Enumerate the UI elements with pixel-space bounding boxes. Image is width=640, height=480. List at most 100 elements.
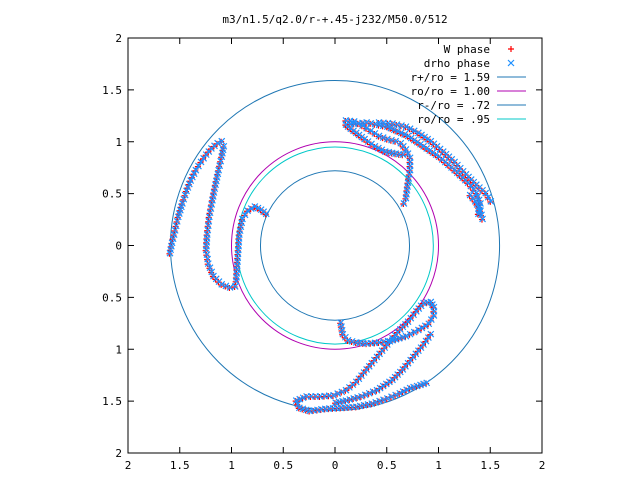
drho-phase-point [413,138,421,146]
drho-phase-point [414,326,422,334]
y-tick-label: 0.5 [102,188,122,201]
drho-phase-point [359,122,366,130]
x-tick-label: 0.5 [377,459,397,472]
drho-phase-point [371,129,379,137]
drho-phase-point [394,127,402,135]
drho-phase-point [376,397,384,405]
y-tick-label: 1.5 [102,395,122,408]
drho-phase-point [218,137,226,145]
drho-phase-point [414,129,422,137]
drho-phase-point [361,391,369,399]
drho-phase-point [368,400,376,408]
drho-phase-point [402,146,410,153]
drho-phase-point [187,177,195,184]
legend-label: r-/ro = .72 [417,99,490,112]
x-tick-label: 1 [435,459,442,472]
drho-phase-point [178,199,186,207]
drho-phase-point [399,151,407,159]
drho-phase-point [424,135,432,143]
drho-phase-point [192,166,200,174]
x-tick-label: 0.5 [273,459,293,472]
drho-phase-point [376,384,384,392]
y-tick-label: 1.5 [102,84,122,97]
radius-circle [236,146,434,345]
drho-phase-point [380,396,387,404]
drho-phase-point [410,328,418,336]
y-tick-label: 0 [115,240,122,253]
drho-phase-point [424,334,432,342]
drho-phase-point [427,316,435,324]
drho-phase-point [477,207,484,215]
drho-phase-point [420,341,427,348]
x-tick-label: 1 [228,459,235,472]
drho-phase-point [338,388,346,396]
drho-phase-point [334,390,342,398]
drho-phase-point [401,130,409,138]
drho-phase-point [392,391,400,399]
legend-marker-cross [507,59,515,67]
drho-phase-point [402,194,410,202]
drho-phase-point [410,127,418,135]
legend-label: ro/ro = .95 [417,113,490,126]
drho-phase-point [342,397,350,404]
x-tick-label: 2 [125,459,132,472]
drho-phase-point [222,282,230,290]
drho-phase-point [226,284,234,291]
drho-phase-point [385,378,393,386]
drho-phase-point [417,140,424,148]
drho-phase-point [364,138,372,145]
drho-phase-point [372,398,380,406]
legend-label: drho phase [424,57,490,70]
phase-points [166,116,495,415]
drho-phase-point [400,199,408,207]
radius-circle [169,80,501,411]
radius-circle [231,141,439,350]
y-tick-label: 0.5 [102,291,122,304]
drho-phase-point [406,330,414,338]
drho-phase-point [197,158,205,166]
drho-phase-point [403,386,411,394]
drho-phase-point [399,388,407,395]
drho-phase-point [421,322,429,330]
x-tick-label: 0 [332,459,339,472]
drho-phase-point [379,382,387,390]
drho-phase-point [346,396,354,403]
drho-phase-point [406,125,414,133]
drho-phase-point [378,146,386,154]
drho-phase-point [169,235,177,243]
drho-phase-point [410,136,418,144]
drho-phase-point [218,280,226,288]
drho-phase-point [479,215,486,223]
drho-phase-point [407,134,415,142]
drho-phase-point [241,211,249,219]
drho-phase-point [342,386,350,394]
drho-phase-point [423,144,431,152]
drho-phase-point [422,337,430,345]
legend-label: ro/ro = 1.00 [411,85,490,98]
drho-phase-point [204,260,212,267]
drho-phase-point [348,337,356,345]
drho-phase-point [361,135,369,143]
drho-phase-point [418,131,425,139]
drho-phase-point [429,149,437,156]
axis-ticks: 2 1.5 1 0.5 0 0.5 1 1.5 221.510.500.511.52 [102,32,545,472]
drho-phase-point [390,126,398,134]
legend-label: W phase [444,43,490,56]
legend-label: r+/ro = 1.59 [411,71,490,84]
drho-phase-point [368,140,375,148]
drho-phase-point [402,332,410,340]
drho-phase-point [168,239,176,247]
drho-phase-point [371,142,379,150]
drho-phase-point [292,397,300,404]
y-tick-label: 1 [115,136,122,149]
drho-phase-point [262,210,270,218]
drho-phase-point [427,330,435,338]
drho-phase-point [374,144,382,152]
x-tick-label: 2 [539,459,546,472]
drho-phase-point [421,133,429,141]
drho-phase-point [397,129,405,137]
drho-phase-point [231,282,239,290]
drho-phase-point [247,205,255,213]
